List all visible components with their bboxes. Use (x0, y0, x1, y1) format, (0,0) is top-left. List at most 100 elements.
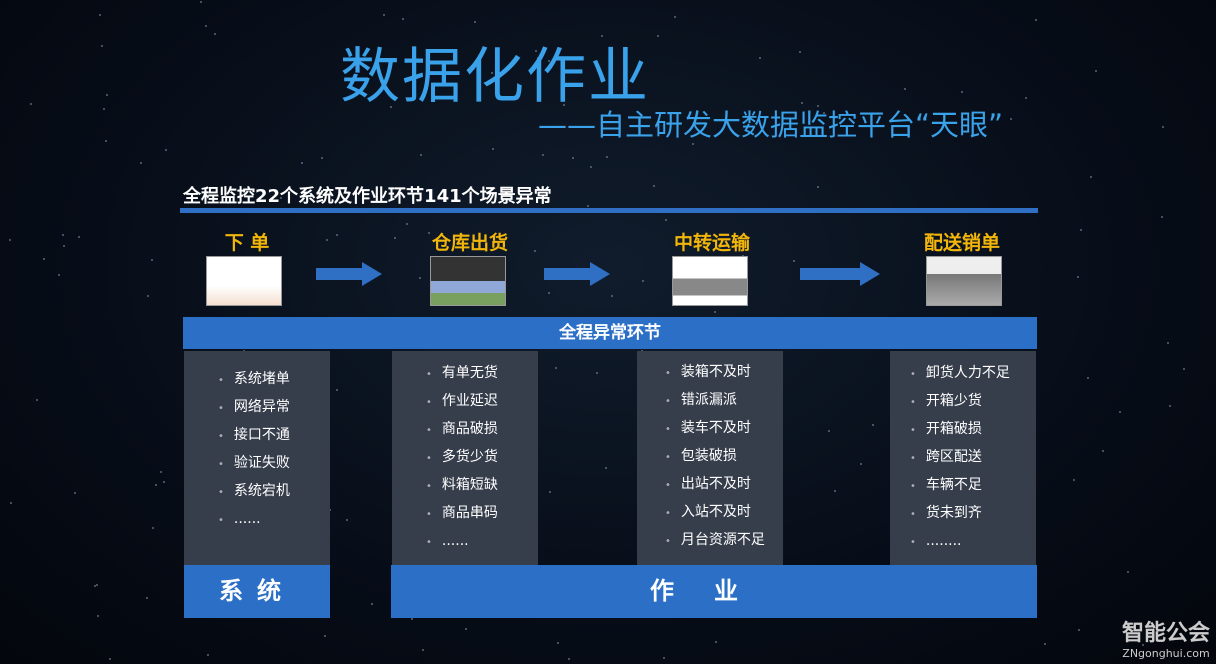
star (1043, 642, 1046, 645)
star (427, 232, 430, 235)
star (1119, 411, 1122, 414)
star (1094, 69, 1097, 72)
star (42, 258, 45, 261)
star (390, 105, 393, 108)
star (214, 33, 217, 36)
step-delivery-label: 配送销单 (923, 232, 1000, 254)
star (325, 238, 328, 241)
star (548, 490, 551, 493)
star (600, 34, 603, 37)
star (596, 372, 599, 375)
star (903, 87, 906, 90)
star (105, 93, 108, 96)
star (10, 502, 13, 505)
star (801, 102, 804, 105)
order-illustration (206, 256, 282, 306)
star (100, 45, 103, 48)
list-item: 网络异常 (218, 393, 330, 421)
star (799, 50, 802, 53)
star (150, 259, 153, 262)
star (834, 489, 837, 492)
star (371, 602, 374, 605)
star (73, 492, 76, 495)
star (99, 13, 102, 16)
star (490, 72, 493, 75)
list-item: 作业延迟 (426, 387, 538, 415)
star (226, 201, 229, 204)
list-item: 开箱破损 (910, 415, 1036, 443)
star (165, 148, 168, 151)
star (1073, 479, 1076, 482)
list-item: ........ (910, 527, 1036, 555)
star (152, 526, 155, 529)
list-item: 跨区配送 (910, 443, 1036, 471)
star (589, 166, 592, 169)
list-item: 装车不及时 (665, 414, 783, 442)
star (200, 0, 203, 3)
star (421, 648, 424, 651)
star (207, 654, 210, 657)
star (393, 237, 396, 240)
list-item: 料箱短缺 (426, 471, 538, 499)
list-item: 装箱不及时 (665, 358, 783, 386)
truck-illustration (672, 256, 748, 306)
system-footer: 系统 (184, 565, 330, 618)
star (567, 657, 570, 660)
arrow-right-icon (544, 262, 610, 286)
star (715, 640, 718, 643)
star (410, 617, 413, 620)
star (828, 429, 831, 432)
star (817, 104, 820, 107)
star (823, 111, 826, 114)
transit-exceptions-column: 装箱不及时错派漏派装车不及时包装破损出站不及时入站不及时月台资源不足 (637, 351, 783, 565)
list-item: 卸货人力不足 (910, 359, 1036, 387)
star (35, 398, 38, 401)
star (57, 273, 60, 276)
star (554, 367, 557, 370)
star (557, 642, 560, 645)
star (606, 156, 609, 159)
operation-footer: 作业 (391, 565, 1037, 618)
list-item: 系统堵单 (218, 365, 330, 393)
star (859, 463, 862, 466)
list-item: 有单无货 (426, 359, 538, 387)
list-item: ...... (426, 527, 538, 555)
star (1141, 644, 1144, 646)
star (1025, 96, 1028, 99)
star (146, 294, 149, 297)
system-exceptions-column: 系统堵单网络异常接口不通验证失败系统宕机...... (184, 351, 330, 565)
exception-bar: 全程异常环节 (183, 317, 1037, 349)
star (93, 585, 96, 588)
star (146, 596, 149, 599)
list-item: 车辆不足 (910, 471, 1036, 499)
star (662, 657, 665, 660)
star (562, 103, 565, 106)
star (162, 480, 165, 483)
star (205, 24, 208, 27)
list-item: 多货少货 (426, 443, 538, 471)
star (652, 185, 655, 188)
star (714, 311, 717, 314)
star (1162, 125, 1165, 128)
star (29, 102, 32, 105)
star (419, 153, 422, 156)
delivery-exceptions-column: 卸货人力不足开箱少货开箱破损跨区配送车辆不足货未到齐........ (890, 351, 1036, 565)
watermark-logo: 智能公会 ZNgonghui.com (1122, 615, 1210, 660)
star (1182, 368, 1185, 371)
list-item: 验证失败 (218, 449, 330, 477)
star (103, 108, 106, 111)
list-item: 包装破损 (665, 442, 783, 470)
star (692, 143, 695, 146)
list-item: 错派漏派 (665, 386, 783, 414)
star (104, 139, 107, 142)
star (280, 196, 283, 199)
star (1078, 629, 1081, 632)
list-item: 入站不及时 (665, 498, 783, 526)
star (95, 583, 98, 586)
star (336, 388, 339, 391)
star (324, 635, 327, 638)
page-subtitle: ——自主研发大数据监控平台“天眼” (538, 108, 1004, 142)
star (62, 245, 65, 248)
star (61, 233, 64, 236)
step-warehouse-label: 仓库出货 (431, 232, 508, 254)
